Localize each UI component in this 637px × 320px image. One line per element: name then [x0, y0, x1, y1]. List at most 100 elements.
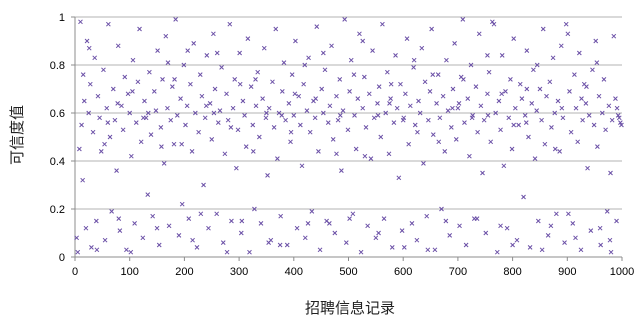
data-point-76	[196, 129, 201, 135]
data-point-229	[447, 233, 453, 238]
data-point-273	[519, 96, 525, 101]
data-point-157	[329, 43, 334, 49]
data-point-184	[373, 235, 379, 241]
data-point-152	[320, 110, 326, 116]
data-point-39	[135, 79, 141, 85]
data-point-387	[185, 48, 191, 53]
data-point-153	[322, 67, 328, 73]
data-point-325	[604, 209, 610, 214]
data-point-360	[376, 230, 381, 236]
data-point-408	[469, 115, 475, 121]
data-point-245	[473, 84, 479, 89]
data-point-25	[112, 117, 118, 123]
data-point-225	[440, 93, 446, 99]
data-point-309	[578, 247, 584, 253]
data-point-342	[154, 225, 160, 231]
data-point-46	[147, 69, 152, 75]
data-point-200	[399, 228, 405, 233]
data-point-410	[498, 223, 503, 229]
data-point-126	[278, 213, 284, 219]
data-point-50	[153, 108, 159, 113]
data-point-382	[115, 101, 121, 106]
data-point-364	[425, 247, 431, 253]
data-point-344	[179, 141, 185, 147]
data-point-281	[532, 156, 538, 161]
data-point-256	[491, 21, 497, 27]
data-point-43	[142, 98, 147, 104]
data-point-20	[104, 105, 110, 111]
data-point-415	[566, 211, 571, 217]
data-point-233	[453, 137, 459, 142]
data-point-377	[584, 84, 589, 89]
data-point-252	[485, 91, 490, 97]
data-point-49	[151, 89, 157, 94]
data-point-95	[227, 21, 233, 27]
data-point-1	[75, 249, 81, 255]
data-point-337	[94, 247, 100, 253]
data-point-77	[197, 72, 203, 77]
data-point-327	[608, 170, 613, 176]
data-point-166	[343, 240, 349, 245]
data-point-36	[130, 57, 136, 63]
data-point-232	[452, 41, 457, 46]
data-point-416	[579, 96, 584, 101]
data-point-292	[550, 55, 556, 61]
data-point-389	[211, 110, 217, 116]
data-point-216	[426, 117, 431, 123]
data-point-171	[352, 113, 357, 118]
data-point-62	[173, 17, 179, 22]
data-point-67	[181, 62, 187, 68]
data-point-332	[615, 113, 621, 118]
y-tick-label-5: 1	[59, 12, 65, 24]
data-point-143	[306, 55, 311, 61]
data-point-329	[611, 33, 617, 39]
data-point-41	[138, 139, 144, 145]
data-point-331	[614, 105, 620, 111]
data-point-194	[389, 245, 395, 250]
data-point-206	[409, 221, 415, 226]
data-point-390	[224, 249, 230, 255]
data-point-78	[199, 93, 205, 99]
data-point-88	[215, 120, 221, 125]
data-point-74	[192, 110, 198, 116]
data-point-220	[432, 247, 438, 253]
data-point-286	[540, 26, 546, 32]
data-point-79	[201, 182, 206, 188]
data-point-205	[407, 103, 413, 109]
data-point-383	[128, 249, 134, 255]
x-tick-label-8: 800	[503, 266, 521, 278]
data-point-254	[488, 139, 494, 145]
data-point-317	[591, 122, 597, 128]
data-point-72	[189, 149, 195, 154]
data-point-326	[606, 103, 612, 109]
data-point-65	[178, 96, 183, 101]
data-point-217	[427, 89, 433, 94]
data-point-165	[342, 17, 348, 22]
data-point-407	[456, 101, 462, 106]
data-point-301	[565, 31, 571, 37]
data-point-29	[119, 103, 124, 109]
data-point-291	[549, 125, 554, 130]
data-point-33	[125, 91, 131, 97]
data-point-237	[460, 17, 466, 22]
data-point-0	[74, 235, 79, 241]
data-point-34	[127, 110, 133, 116]
x-tick-label-4: 400	[285, 266, 303, 278]
data-point-132	[288, 139, 293, 145]
data-point-391	[237, 81, 243, 87]
data-point-255	[490, 19, 495, 25]
data-point-107	[247, 249, 252, 255]
data-point-346	[203, 103, 209, 109]
data-point-133	[289, 72, 295, 77]
data-point-381	[102, 141, 107, 147]
data-point-112	[255, 69, 261, 75]
data-point-127	[279, 89, 285, 94]
data-point-274	[521, 194, 526, 200]
data-point-128	[281, 60, 287, 65]
x-tick-label-0: 0	[72, 266, 78, 278]
data-point-26	[114, 168, 119, 173]
data-point-99	[234, 165, 239, 171]
data-point-379	[608, 249, 614, 255]
data-point-141	[302, 235, 308, 241]
x-axis-title: 招聘信息记录	[305, 299, 395, 317]
